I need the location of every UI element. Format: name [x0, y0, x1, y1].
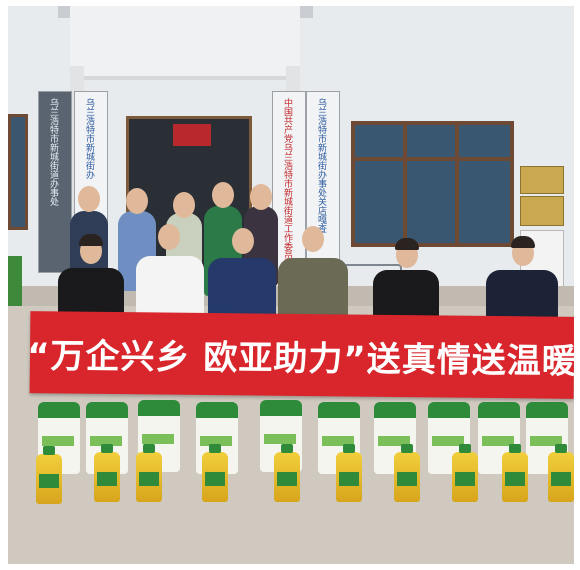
red-banner: “万企兴乡 欧亚助力” 送真情 送温暖	[27, 311, 574, 399]
oil-bottle	[274, 444, 300, 502]
flag-emblem-icon	[173, 124, 211, 146]
oil-bottle	[394, 444, 420, 502]
oil-bottle	[202, 444, 228, 502]
banner-slogan: “万企兴乡 欧亚助力”	[27, 335, 367, 380]
person-front-2-head	[158, 224, 180, 250]
event-photo: 乌兰浩特市新城街道办事处 乌兰浩特市新城街办 中国共产党乌兰浩特市新城街道工作委…	[8, 6, 574, 564]
right-window	[351, 121, 514, 247]
banner-phrase-1: 送真情	[366, 339, 472, 381]
rice-sack	[478, 402, 520, 474]
person-back-2-head	[126, 188, 148, 214]
oil-bottle	[94, 444, 120, 502]
name-plaque-1: 乌兰浩特市新城街道办事处	[38, 91, 72, 273]
rice-sack	[138, 400, 180, 472]
entrance-canopy	[70, 6, 300, 80]
person-front-5-hair	[395, 238, 419, 250]
left-window	[8, 114, 28, 230]
oil-bottle	[452, 444, 478, 502]
person-back-1-head	[78, 186, 100, 212]
rice-sack	[428, 402, 470, 474]
person-front-3-head	[232, 228, 254, 254]
person-back-4-head	[212, 182, 234, 208]
person-front-6-hair	[511, 236, 535, 248]
person-back-5-head	[250, 184, 272, 210]
person-front-1-hair	[79, 234, 103, 246]
banner-text: “万企兴乡 欧亚助力” 送真情 送温暖	[27, 311, 574, 399]
oil-bottle	[502, 444, 528, 502]
person-front-4-head	[302, 226, 324, 252]
oil-bottle	[336, 444, 362, 502]
oil-bottle	[36, 446, 62, 504]
person-back-3-head	[173, 192, 195, 218]
oil-bottle	[548, 444, 574, 502]
oil-bottle	[136, 444, 162, 502]
banner-phrase-2: 送温暖	[471, 340, 574, 382]
gold-plaque-1	[520, 166, 564, 194]
gold-plaque-2	[520, 196, 564, 226]
